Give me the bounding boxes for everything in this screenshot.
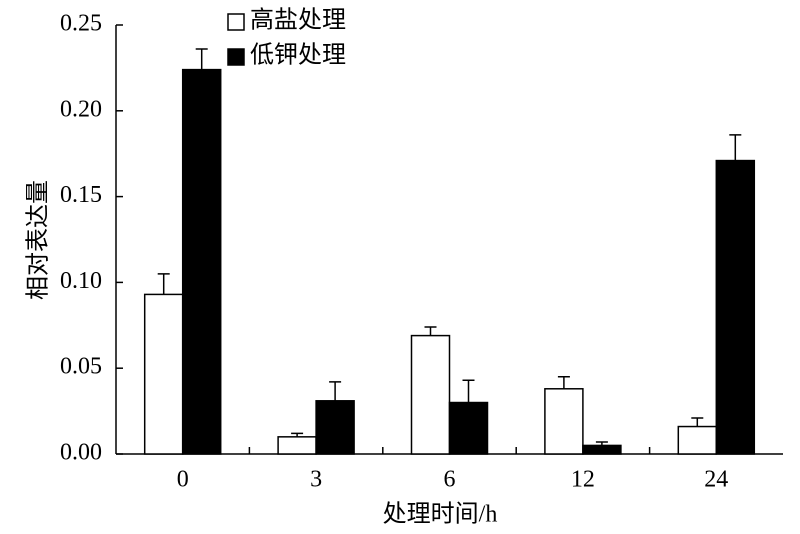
bar bbox=[544, 388, 584, 455]
x-tick-label: 12 bbox=[571, 467, 595, 493]
error-bar bbox=[691, 417, 704, 427]
legend-swatch bbox=[227, 48, 245, 66]
bar bbox=[715, 159, 756, 455]
y-axis-label: 相对表达量 bbox=[25, 180, 52, 300]
y-tick-label: 0.15 bbox=[60, 182, 102, 208]
y-tick-label: 0.20 bbox=[60, 96, 102, 122]
y-tick-label: 0.25 bbox=[60, 11, 102, 37]
bar bbox=[677, 425, 718, 455]
bar bbox=[410, 334, 451, 455]
error-bar bbox=[595, 441, 608, 446]
legend-label: 低钾处理 bbox=[250, 42, 346, 69]
y-tick-label: 0.00 bbox=[60, 440, 102, 466]
error-bar bbox=[291, 432, 304, 437]
legend-swatch bbox=[227, 13, 245, 31]
bar bbox=[582, 444, 622, 455]
error-bar bbox=[462, 379, 475, 403]
error-bar bbox=[157, 273, 170, 295]
error-bar bbox=[557, 376, 570, 389]
y-tick-label: 0.05 bbox=[60, 354, 102, 380]
error-bar bbox=[729, 134, 742, 161]
x-tick-label: 6 bbox=[444, 467, 456, 493]
bar bbox=[448, 401, 489, 455]
y-tick-label: 0.10 bbox=[60, 268, 102, 294]
bar bbox=[277, 436, 317, 455]
x-axis-label: 处理时间/h bbox=[383, 501, 498, 528]
x-tick-label: 24 bbox=[704, 467, 728, 493]
legend-label: 高盐处理 bbox=[250, 7, 346, 34]
bar bbox=[181, 68, 222, 455]
x-tick-label: 3 bbox=[310, 467, 322, 493]
bar bbox=[315, 400, 355, 455]
x-tick-label: 0 bbox=[177, 467, 189, 493]
error-bar bbox=[424, 326, 437, 336]
error-bar bbox=[195, 48, 208, 70]
bar bbox=[143, 293, 184, 455]
error-bar bbox=[329, 381, 342, 401]
